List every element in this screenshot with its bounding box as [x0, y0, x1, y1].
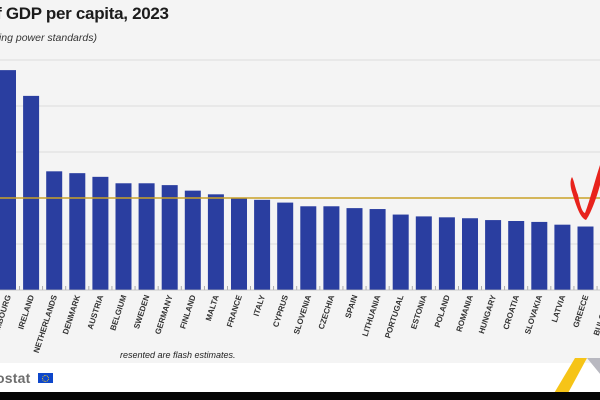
bar-lithuania	[369, 209, 386, 290]
bar-poland	[438, 217, 455, 290]
x-label-czechia: CZECHIA	[317, 294, 337, 331]
bar-latvia	[554, 224, 571, 290]
bar-luxembourg	[0, 70, 16, 291]
x-label-slovenia: SLOVENIA	[292, 294, 313, 336]
bar-slovakia	[531, 221, 548, 290]
bar-malta	[207, 194, 224, 290]
bar-czechia	[323, 206, 340, 290]
footnote: resented are flash estimates.	[120, 350, 236, 360]
x-label-netherlands: NETHERLANDS	[32, 293, 59, 354]
x-label-croatia: CROATIA	[501, 294, 521, 331]
x-label-poland: POLAND	[433, 294, 452, 329]
bar-finland	[184, 190, 201, 290]
bar-germany	[161, 185, 178, 290]
x-label-greece: GREECE	[571, 293, 590, 329]
bar-spain	[346, 208, 363, 290]
x-label-malta: MALTA	[204, 294, 221, 322]
x-label-france: FRANCE	[225, 293, 244, 328]
x-label-germany: GERMANY	[153, 293, 174, 335]
gridlines	[0, 59, 600, 245]
bar-sweden	[138, 183, 155, 290]
eurostat-logo-text: ostat	[0, 370, 31, 386]
bar-denmark	[69, 173, 86, 290]
bar-estonia	[415, 216, 432, 290]
bar-italy	[254, 199, 271, 290]
bottom-black-bar	[0, 392, 600, 400]
eu-flag-icon	[38, 373, 53, 383]
x-label-sweden: SWEDEN	[132, 294, 151, 330]
x-label-italy: ITALY	[252, 293, 267, 317]
bars	[0, 70, 600, 291]
x-label-spain: SPAIN	[343, 294, 359, 320]
x-label-belgium: BELGIUM	[108, 294, 128, 332]
x-label-luxembourg: LUXEMBOURG	[0, 294, 13, 352]
x-label-hungary: HUNGARY	[477, 293, 498, 335]
bar-austria	[92, 176, 109, 290]
x-label-romania: ROMANIA	[455, 294, 475, 333]
x-label-austria: AUSTRIA	[86, 294, 106, 331]
yellow-swoosh-decoration	[553, 358, 600, 395]
x-label-ireland: IRELAND	[16, 294, 36, 331]
red-checkmark-annotation-icon	[570, 165, 600, 220]
bar-ireland	[23, 95, 40, 290]
x-label-estonia: ESTONIA	[409, 294, 429, 331]
x-label-latvia: LATVIA	[550, 294, 567, 324]
bar-france	[231, 198, 247, 290]
red-checkmark-annotation-icon	[570, 165, 600, 220]
bar-portugal	[392, 214, 409, 290]
footer: ostat	[0, 363, 600, 392]
bar-cyprus	[277, 202, 294, 290]
x-label-portugal: PORTUGAL	[383, 294, 405, 340]
x-label-finland: FINLAND	[178, 294, 197, 330]
bar-romania	[462, 218, 478, 290]
x-label-cyprus: CYPRUS	[271, 293, 290, 328]
chart-subtitle: hasing power standards)	[0, 32, 97, 44]
bar-slovenia	[300, 206, 317, 290]
x-label-slovakia: SLOVAKIA	[523, 294, 544, 336]
bar-hungary	[485, 220, 502, 290]
chart-title: of GDP per capita, 2023	[0, 4, 169, 23]
x-label-denmark: DENMARK	[61, 294, 82, 336]
bar-belgium	[115, 183, 132, 290]
bar-greece	[577, 226, 594, 290]
x-label-bulgaria: BULGARIA	[592, 294, 600, 337]
x-label-lithuania: LITHUANIA	[361, 294, 383, 338]
bar-croatia	[508, 221, 525, 290]
bar-netherlands	[46, 171, 63, 290]
